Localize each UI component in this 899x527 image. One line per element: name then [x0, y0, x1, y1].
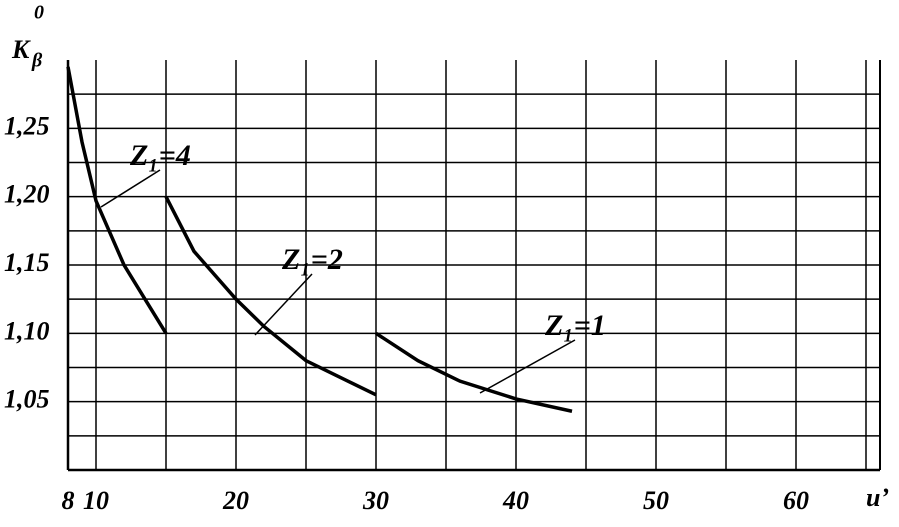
leader-line [100, 169, 161, 208]
x-tick-label: 60 [783, 486, 809, 515]
x-axis-label: u’ [866, 483, 889, 512]
series-line [375, 331, 573, 413]
series-label: Z₁=2 [281, 243, 343, 276]
x-tick-label: 20 [222, 486, 249, 515]
y-axis-label: K [11, 35, 31, 64]
series-line [164, 195, 377, 397]
series-line [66, 66, 168, 335]
y-tick-label: 1,15 [4, 248, 50, 277]
x-tick-label: 8 [62, 486, 75, 515]
series-label: Z₁=4 [129, 139, 191, 172]
leader-line [479, 339, 576, 394]
y-axis-label-superscript: 0 [34, 2, 44, 24]
y-tick-label: 1,10 [4, 316, 50, 345]
leader-line [254, 273, 313, 336]
y-axis-label-subscript: β [31, 50, 43, 72]
y-tick-label: 1,20 [4, 180, 50, 209]
y-tick-label: 1,05 [4, 385, 50, 414]
x-tick-label: 40 [502, 486, 529, 515]
x-tick-label: 50 [643, 486, 669, 515]
y-tick-label: 1,25 [4, 111, 50, 140]
x-tick-label: 10 [83, 486, 109, 515]
x-tick-label: 30 [362, 486, 389, 515]
series-label: Z₁=1 [544, 309, 606, 342]
